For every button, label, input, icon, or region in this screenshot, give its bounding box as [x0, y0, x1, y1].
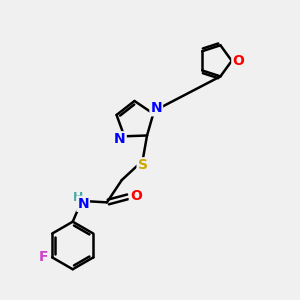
Text: N: N	[114, 132, 126, 146]
Text: N: N	[151, 101, 162, 115]
Text: N: N	[77, 197, 89, 211]
Text: O: O	[232, 54, 244, 68]
Text: F: F	[39, 250, 49, 264]
Text: H: H	[73, 191, 83, 204]
Text: O: O	[130, 189, 142, 203]
Text: S: S	[138, 158, 148, 172]
